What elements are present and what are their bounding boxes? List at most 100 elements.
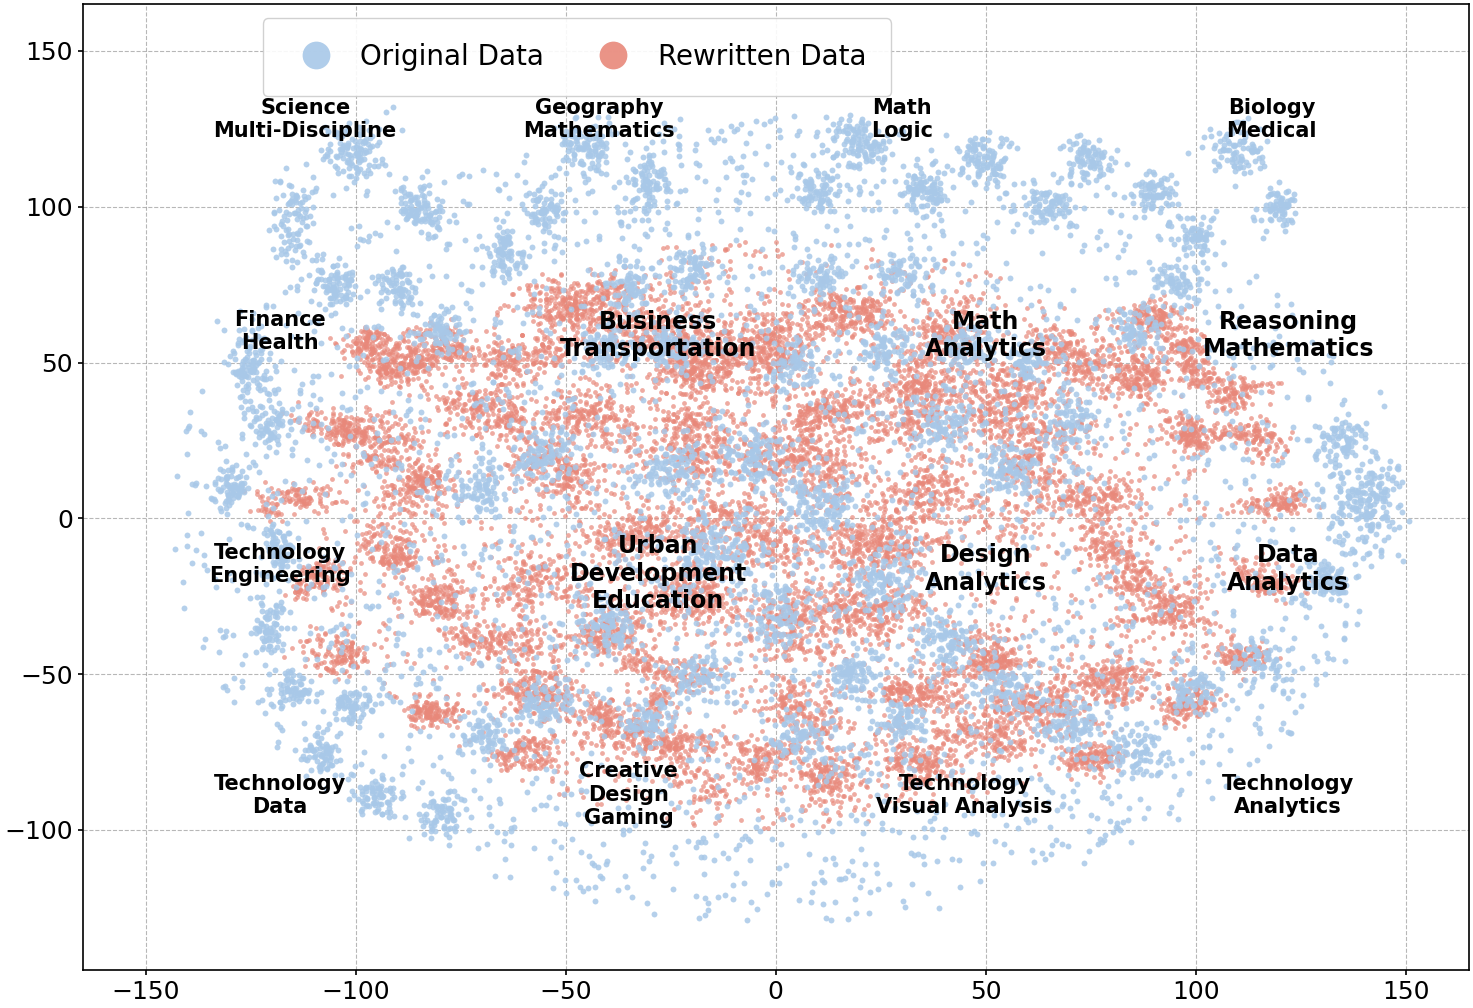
Point: [1136, 308, 1159, 325]
Point: [957, 719, 981, 735]
Point: [1103, 370, 1127, 386]
Point: [336, 425, 359, 442]
Point: [663, 260, 686, 276]
Point: [427, 485, 451, 501]
Point: [1140, 173, 1164, 190]
Point: [1192, 342, 1215, 358]
Point: [1252, 571, 1276, 587]
Point: [988, 130, 1012, 146]
Point: [847, 468, 871, 484]
Point: [988, 269, 1012, 285]
Point: [812, 753, 835, 769]
Point: [1261, 384, 1284, 400]
Point: [323, 656, 346, 672]
Point: [379, 689, 402, 706]
Point: [454, 401, 477, 417]
Point: [866, 535, 890, 551]
Point: [411, 363, 435, 379]
Point: [1052, 443, 1075, 459]
Point: [698, 729, 722, 745]
Point: [370, 408, 393, 424]
Point: [542, 214, 566, 230]
Point: [1193, 585, 1217, 601]
Point: [888, 537, 912, 553]
Point: [1018, 348, 1041, 364]
Point: [1343, 555, 1367, 572]
Point: [815, 266, 838, 282]
Point: [654, 304, 678, 321]
Point: [1055, 695, 1078, 711]
Point: [703, 539, 726, 555]
Point: [1258, 437, 1282, 454]
Point: [600, 631, 623, 647]
Point: [535, 483, 558, 499]
Point: [651, 423, 675, 439]
Point: [698, 692, 722, 709]
Point: [524, 676, 548, 692]
Point: [334, 663, 358, 679]
Point: [356, 418, 380, 434]
Point: [1084, 332, 1108, 348]
Point: [521, 579, 545, 595]
Point: [1068, 722, 1091, 738]
Point: [658, 696, 682, 712]
Point: [931, 443, 955, 459]
Point: [654, 344, 678, 360]
Point: [1009, 677, 1033, 694]
Point: [542, 833, 566, 849]
Point: [647, 267, 670, 283]
Point: [576, 426, 600, 443]
Point: [1075, 141, 1099, 157]
Point: [305, 413, 328, 429]
Point: [1374, 504, 1398, 520]
Point: [770, 696, 794, 712]
Point: [564, 287, 588, 303]
Point: [985, 371, 1009, 387]
Point: [349, 424, 373, 440]
Point: [919, 423, 943, 439]
Point: [1259, 428, 1283, 445]
Point: [798, 188, 822, 205]
Point: [476, 718, 499, 734]
Point: [773, 581, 797, 597]
Point: [482, 394, 505, 410]
Point: [955, 634, 978, 650]
Point: [1318, 518, 1342, 534]
Point: [782, 598, 806, 614]
Point: [429, 591, 452, 607]
Point: [759, 454, 782, 470]
Point: [650, 716, 673, 732]
Point: [691, 255, 714, 271]
Point: [530, 456, 554, 472]
Point: [990, 692, 1013, 709]
Point: [371, 497, 395, 513]
Point: [876, 344, 900, 360]
Point: [900, 719, 924, 735]
Point: [716, 758, 739, 774]
Point: [782, 542, 806, 558]
Point: [355, 640, 379, 656]
Point: [935, 647, 959, 663]
Point: [249, 332, 273, 348]
Point: [1354, 426, 1377, 443]
Point: [991, 668, 1015, 684]
Point: [518, 582, 542, 598]
Point: [823, 463, 847, 479]
Point: [694, 338, 717, 354]
Point: [346, 687, 370, 704]
Point: [838, 565, 862, 582]
Point: [818, 715, 841, 731]
Point: [844, 588, 868, 604]
Point: [630, 663, 654, 679]
Point: [579, 631, 602, 647]
Point: [813, 179, 837, 196]
Point: [1080, 523, 1103, 539]
Point: [1256, 646, 1280, 662]
Point: [1122, 300, 1146, 317]
Point: [218, 479, 242, 495]
Point: [592, 722, 616, 738]
Point: [897, 267, 921, 283]
Point: [482, 399, 505, 415]
Point: [436, 340, 460, 356]
Point: [382, 283, 405, 299]
